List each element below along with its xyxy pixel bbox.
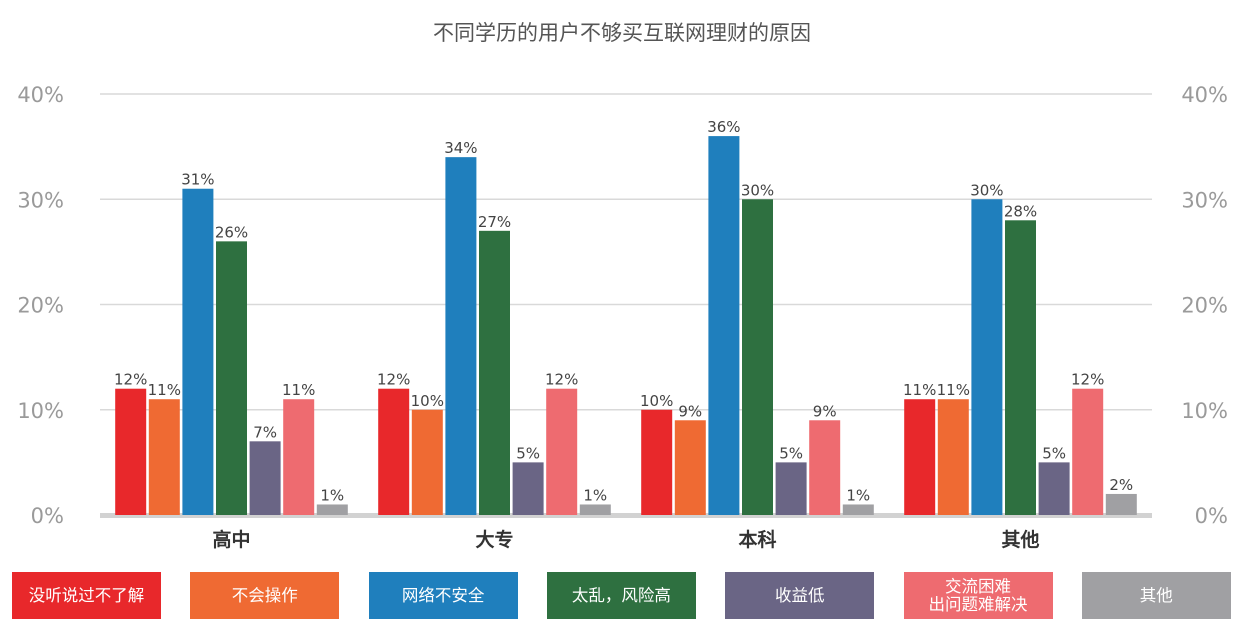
y-tick-label: 20% xyxy=(17,294,64,318)
data-label: 30% xyxy=(970,181,1003,199)
baseline xyxy=(100,513,1152,518)
bar xyxy=(316,504,348,515)
data-label: 11% xyxy=(903,381,936,399)
category-label: 高中 xyxy=(212,528,250,551)
bar-group: 12%11%31%26%7%11%1% xyxy=(114,171,348,515)
bar xyxy=(546,388,578,515)
bar xyxy=(512,462,544,515)
bar xyxy=(708,136,740,515)
data-label: 5% xyxy=(779,444,803,462)
data-label: 12% xyxy=(545,371,578,389)
data-label: 1% xyxy=(583,486,607,504)
bar xyxy=(182,188,214,515)
bar xyxy=(1005,220,1036,516)
category-label: 大专 xyxy=(475,528,513,551)
legend: 没听说过不了解 不会操作 网络不安全 太乱，风险高 收益低 交流困难 出问题难解决 其他 xyxy=(0,572,1253,620)
bar xyxy=(283,399,315,515)
bar xyxy=(809,420,841,515)
bar xyxy=(579,504,611,515)
data-label: 2% xyxy=(1109,476,1133,494)
data-label: 27% xyxy=(478,213,511,231)
legend-item: 网络不安全 xyxy=(368,572,518,619)
y-axis-right: 0% 10% 20% 30% 40% xyxy=(1181,83,1228,528)
data-label: 11% xyxy=(937,381,970,399)
bar xyxy=(971,199,1003,515)
bar-group: 11% 11% 30%28% 5% 12% 2% xyxy=(903,181,1137,516)
bar-group: 12%10%34%27%5%12%1% xyxy=(377,139,611,515)
chart: 不同学历的用户不够买互联网理财的原因 0% 10% 20% 30% 40% 0% 10% 2… xyxy=(17,21,1228,551)
data-label: 11% xyxy=(282,381,315,399)
bar xyxy=(249,441,281,515)
y-tick-label: 0% xyxy=(1195,504,1228,528)
bar xyxy=(378,388,410,515)
bar xyxy=(775,462,807,515)
bar xyxy=(148,399,180,515)
bar xyxy=(479,230,510,515)
bar xyxy=(216,241,247,515)
data-label: 5% xyxy=(516,444,540,462)
data-label: 28% xyxy=(1004,202,1037,220)
bar xyxy=(937,399,969,515)
data-label: 1% xyxy=(320,486,344,504)
bar xyxy=(411,409,443,515)
y-tick-label: 40% xyxy=(1181,83,1228,107)
category-label: 其他 xyxy=(1001,528,1039,551)
bar xyxy=(1072,388,1104,515)
y-axis-left: 0% 10% 20% 30% 40% xyxy=(17,83,64,528)
data-label: 9% xyxy=(813,402,837,420)
y-tick-label: 0% xyxy=(31,504,64,528)
y-tick-label: 30% xyxy=(1181,188,1228,212)
data-label: 12% xyxy=(114,371,147,389)
data-label: 12% xyxy=(1071,371,1104,389)
legend-item: 太乱，风险高 xyxy=(546,572,696,619)
bar xyxy=(1038,462,1070,515)
legend-item: 交流困难 出问题难解决 xyxy=(903,572,1053,619)
bar-groups: 12%11%31%26%7%11%1%12%10%34%27%5%12%1%10… xyxy=(114,118,1137,516)
data-label: 36% xyxy=(707,118,740,136)
y-tick-label: 10% xyxy=(17,399,64,423)
data-label: 11% xyxy=(148,381,181,399)
bar xyxy=(641,409,673,515)
y-tick-label: 10% xyxy=(1181,399,1228,423)
data-label: 31% xyxy=(181,171,214,189)
data-label: 34% xyxy=(444,139,477,157)
legend-item: 没听说过不了解 xyxy=(12,572,161,619)
bar xyxy=(445,157,477,515)
bar-group: 10% 9% 36% 30% 5% 9% 1% xyxy=(640,118,874,515)
bar xyxy=(115,388,147,515)
data-label: 10% xyxy=(640,392,673,410)
data-label: 9% xyxy=(678,402,702,420)
data-label: 1% xyxy=(846,486,870,504)
category-labels: 高中 大专 本科 其他 xyxy=(212,528,1039,551)
legend-item: 不会操作 xyxy=(190,572,340,619)
data-label: 26% xyxy=(215,223,248,241)
y-tick-label: 40% xyxy=(17,83,64,107)
bar xyxy=(842,504,874,515)
category-label: 本科 xyxy=(738,528,776,551)
y-tick-label: 20% xyxy=(1181,294,1228,318)
bar xyxy=(904,399,936,515)
chart-title: 不同学历的用户不够买互联网理财的原因 xyxy=(433,21,811,45)
data-label: 7% xyxy=(253,423,277,441)
bar xyxy=(1105,493,1137,515)
y-tick-label: 30% xyxy=(17,188,64,212)
bar xyxy=(674,420,706,515)
bar xyxy=(742,199,773,515)
data-label: 10% xyxy=(411,392,444,410)
data-label: 12% xyxy=(377,371,410,389)
legend-item: 收益低 xyxy=(725,572,875,619)
data-label: 30% xyxy=(741,181,774,199)
data-label: 5% xyxy=(1042,444,1066,462)
legend-item: 其他 xyxy=(1081,572,1231,619)
